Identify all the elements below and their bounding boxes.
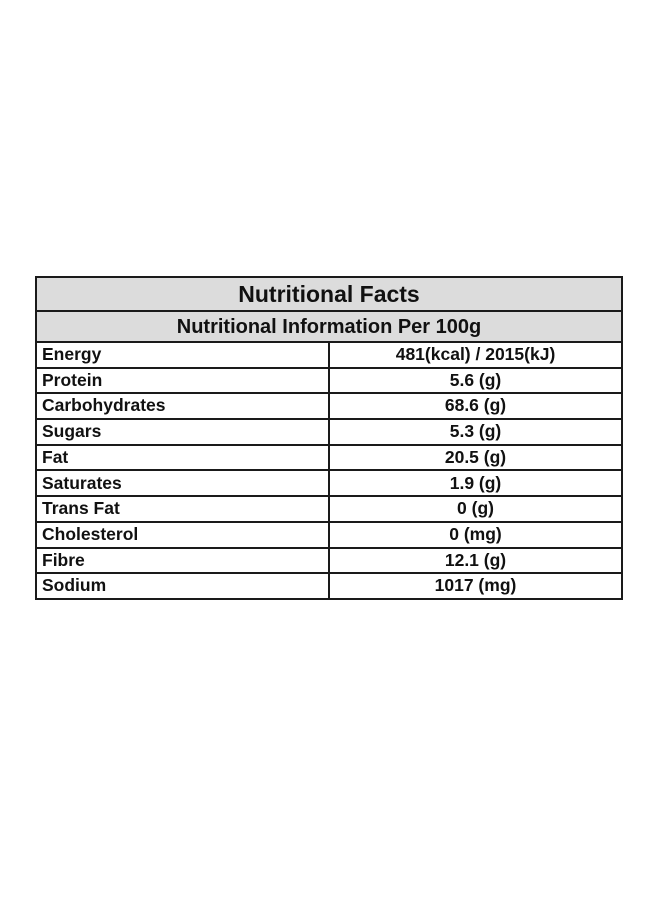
table-row: Trans Fat 0 (g) xyxy=(35,495,623,523)
table-row: Sugars 5.3 (g) xyxy=(35,418,623,446)
table-row: Saturates 1.9 (g) xyxy=(35,469,623,498)
nutrient-label: Sodium xyxy=(35,572,330,600)
table-row: Protein 5.6 (g) xyxy=(35,366,623,395)
nutrient-label: Energy xyxy=(35,341,330,369)
nutrition-facts-table: Nutritional Facts Nutritional Informatio… xyxy=(35,276,623,600)
nutrient-label: Sugars xyxy=(35,418,330,446)
subtitle-row: Nutritional Information Per 100g xyxy=(35,310,623,343)
table-row: Energy 481(kcal) / 2015(kJ) xyxy=(35,341,623,369)
table-row: Carbohydrates 68.6 (g) xyxy=(35,392,623,421)
nutrient-label: Cholesterol xyxy=(35,520,330,549)
nutrient-value: 1.9 (g) xyxy=(328,469,623,498)
nutrient-value: 20.5 (g) xyxy=(328,443,623,472)
nutrient-value: 0 (g) xyxy=(328,495,623,523)
nutrient-label: Carbohydrates xyxy=(35,392,330,421)
nutrient-label: Fibre xyxy=(35,546,330,575)
table-subtitle: Nutritional Information Per 100g xyxy=(35,310,623,343)
table-row: Cholesterol 0 (mg) xyxy=(35,520,623,549)
nutrient-label: Saturates xyxy=(35,469,330,498)
table-title: Nutritional Facts xyxy=(35,276,623,312)
nutrient-value: 0 (mg) xyxy=(328,520,623,549)
nutrient-label: Trans Fat xyxy=(35,495,330,523)
nutrient-value: 481(kcal) / 2015(kJ) xyxy=(328,341,623,369)
nutrient-label: Fat xyxy=(35,443,330,472)
nutrient-value: 68.6 (g) xyxy=(328,392,623,421)
nutrient-label: Protein xyxy=(35,366,330,395)
nutrient-value: 12.1 (g) xyxy=(328,546,623,575)
table-row: Fibre 12.1 (g) xyxy=(35,546,623,575)
nutrient-value: 5.6 (g) xyxy=(328,366,623,395)
title-row: Nutritional Facts xyxy=(35,276,623,312)
nutrient-value: 1017 (mg) xyxy=(328,572,623,600)
table-row: Fat 20.5 (g) xyxy=(35,443,623,472)
table-row: Sodium 1017 (mg) xyxy=(35,572,623,600)
nutrient-value: 5.3 (g) xyxy=(328,418,623,446)
